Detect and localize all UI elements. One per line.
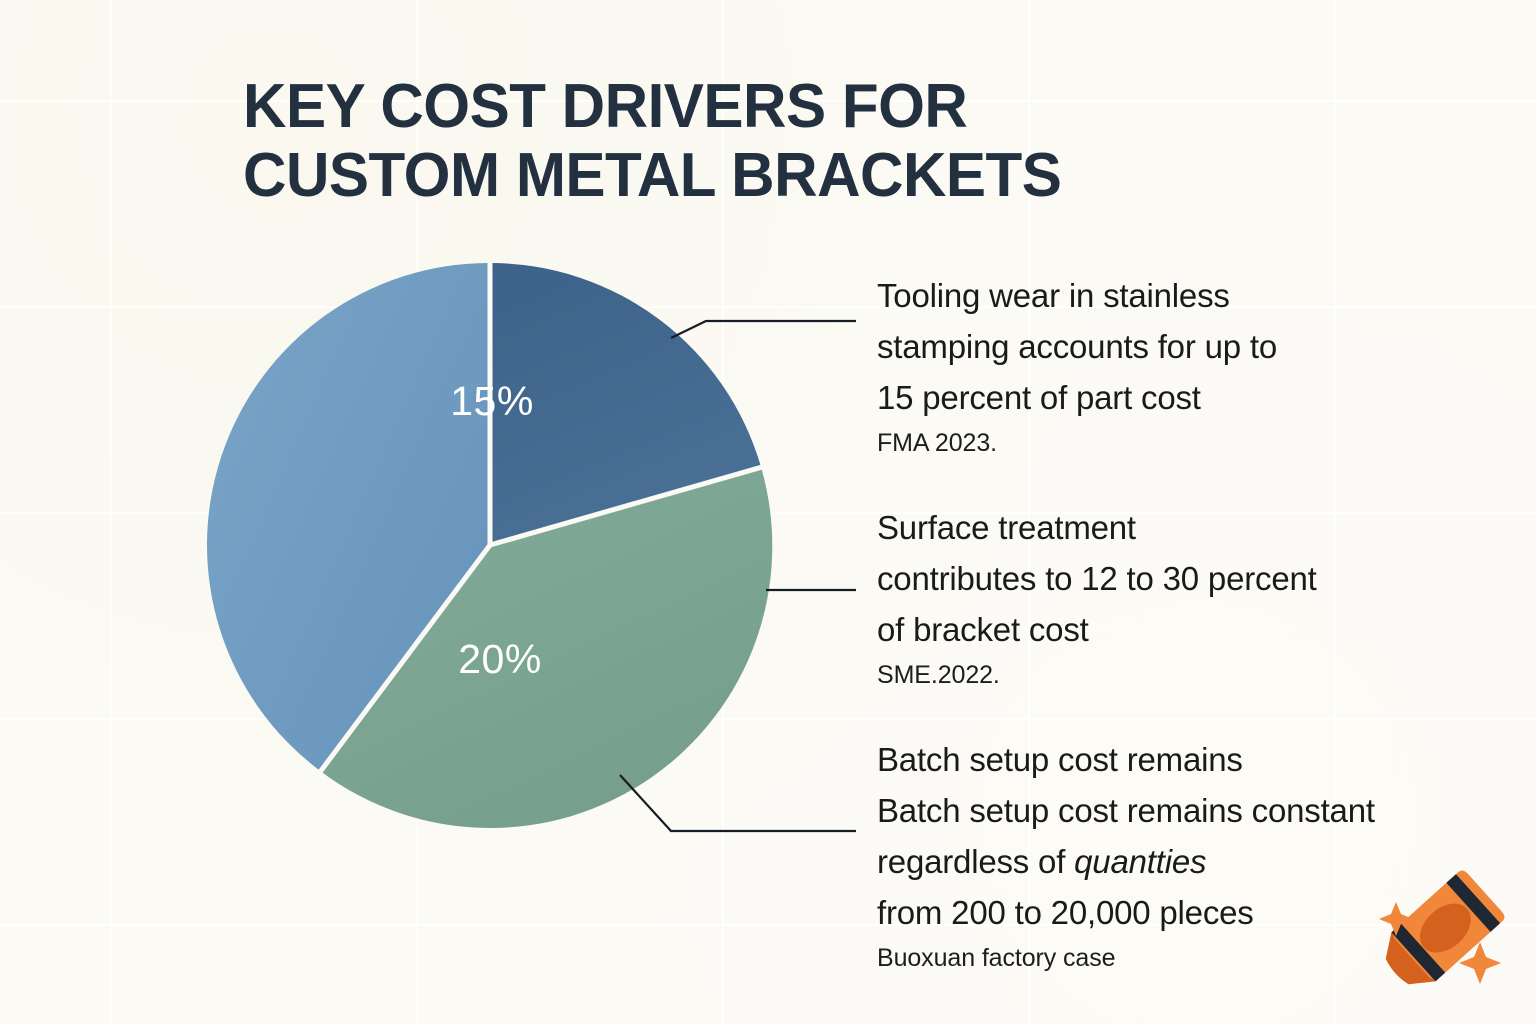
annotation-text: Batch setup cost remains Batch setup cos… bbox=[877, 734, 1437, 938]
pie-slice-label-tooling-wear: 15% bbox=[450, 378, 534, 424]
annotation-item: Batch setup cost remains Batch setup cos… bbox=[877, 734, 1437, 977]
pie-chart-svg: 15% 20% bbox=[206, 260, 773, 828]
pie-slice-label-surface-treatment: 20% bbox=[458, 636, 542, 682]
annotation-text-line: contributes to 12 to 30 percent bbox=[877, 560, 1317, 597]
annotation-source: SME.2022. bbox=[877, 661, 1000, 689]
annotation-text-line: 15 percent of part cost bbox=[877, 379, 1201, 416]
grid-line-vertical bbox=[110, 0, 112, 1024]
annotation-text-line: Batch setup cost remains bbox=[877, 741, 1243, 778]
annotation-text: Tooling wear in stainless stamping accou… bbox=[877, 270, 1437, 423]
annotation-text-italic: quantties bbox=[1074, 843, 1207, 880]
annotation-source: FMA 2023. bbox=[877, 429, 997, 457]
crayon-icon bbox=[1379, 870, 1505, 985]
annotation-column: Tooling wear in stainless stamping accou… bbox=[877, 270, 1437, 1015]
page-title: KEY COST DRIVERS FOR CUSTOM METAL BRACKE… bbox=[243, 72, 1253, 210]
annotation-text-line: from 200 to 20,000 pleces bbox=[877, 894, 1254, 931]
title-line-2: CUSTOM METAL BRACKETS bbox=[243, 141, 1062, 210]
annotation-text-line-emphasis: Batch setup cost remains constant regard… bbox=[877, 785, 1437, 887]
annotation-text-line: Tooling wear in stainless bbox=[877, 277, 1230, 314]
annotation-text-line: Surface treatment bbox=[877, 509, 1136, 546]
annotation-source: Buoxuan factory case bbox=[877, 944, 1116, 972]
crayon-badge bbox=[1372, 866, 1522, 1006]
annotation-text: Surface treatment contributes to 12 to 3… bbox=[877, 502, 1437, 655]
annotation-text-line: of bracket cost bbox=[877, 611, 1089, 648]
title-line-1: KEY COST DRIVERS FOR bbox=[243, 72, 968, 141]
pie-chart: 15% 20% bbox=[200, 255, 780, 835]
annotation-item: Surface treatment contributes to 12 to 3… bbox=[877, 502, 1437, 694]
annotation-text-line: stamping accounts for up to bbox=[877, 328, 1277, 365]
annotation-item: Tooling wear in stainless stamping accou… bbox=[877, 270, 1437, 462]
